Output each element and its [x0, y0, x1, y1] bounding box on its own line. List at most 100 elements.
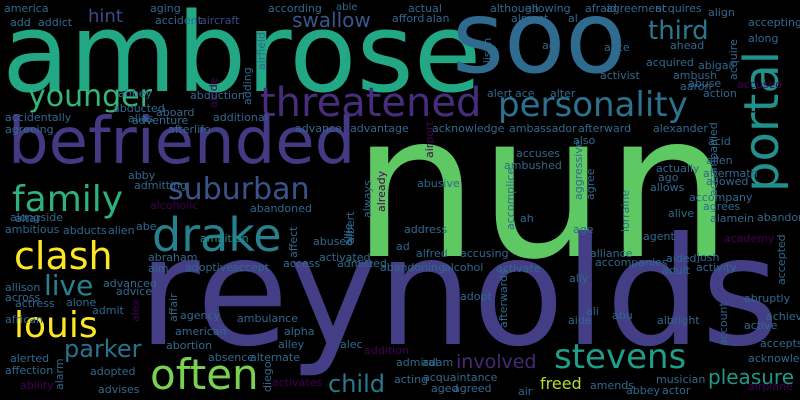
word: clash [14, 234, 113, 278]
word: afford [392, 12, 425, 25]
word: allie [342, 223, 355, 246]
word: abbey [118, 87, 152, 100]
word: accomplice [504, 167, 517, 230]
word: abused [313, 235, 354, 248]
word: abuse [688, 77, 722, 90]
word: acquires [655, 2, 702, 15]
word: account [717, 302, 730, 346]
word: suburban [168, 172, 310, 207]
word: ah [520, 212, 534, 225]
word: act [542, 39, 560, 52]
word: hint [88, 6, 123, 27]
word: along [748, 32, 779, 45]
word: addition [364, 344, 409, 357]
word: additional [213, 111, 268, 124]
word: access [283, 257, 321, 270]
word: abe [136, 220, 157, 233]
word: alex [129, 299, 142, 322]
word: alice [604, 41, 630, 54]
word: third [648, 16, 709, 46]
word: aboard [156, 106, 195, 119]
word: aggressive [572, 140, 585, 200]
word: add [10, 16, 31, 29]
word: soo [452, 0, 627, 96]
word: address [404, 223, 448, 236]
word: alias [128, 112, 154, 125]
word: already [375, 170, 388, 212]
word: accompany [689, 191, 753, 204]
word: activates [272, 376, 323, 389]
word: advanced [103, 277, 157, 290]
word: alfred [416, 247, 448, 260]
word: ali [586, 305, 599, 318]
word: acquire [727, 39, 740, 80]
word: absence [208, 351, 255, 364]
word: child [328, 370, 385, 398]
word: addict [38, 16, 73, 29]
word: adam [422, 356, 454, 369]
word: aircraft [200, 14, 240, 27]
word: agent [643, 230, 675, 243]
word: acting [394, 373, 429, 386]
word: actual [408, 2, 442, 15]
word: affection [5, 364, 54, 377]
word: abandoned [250, 202, 312, 215]
word: alarm [53, 358, 66, 390]
word: according [268, 2, 322, 15]
word: aim [148, 262, 169, 275]
word: american [175, 325, 227, 338]
word: parker [64, 335, 142, 363]
word: adopt [460, 290, 492, 303]
word: academy [724, 232, 775, 245]
word: acknowledges [748, 352, 800, 365]
word: swallow [292, 8, 371, 32]
word: afterwards [497, 269, 510, 328]
word: accepts [760, 337, 800, 350]
word: adult [662, 264, 691, 277]
word: acquaintance [423, 371, 498, 384]
word: aided [666, 252, 697, 265]
word: agrees [703, 200, 741, 213]
word: aftermath [703, 167, 758, 180]
word: able [336, 2, 358, 13]
word: josh [697, 251, 720, 264]
word: ambulance [237, 312, 298, 325]
word: stevens [554, 337, 687, 377]
word: alley [278, 338, 305, 351]
word: accuses [516, 147, 561, 160]
word: agency [180, 309, 221, 322]
word: acknowledge [432, 122, 505, 135]
word: alongside [10, 211, 64, 224]
word: alter [550, 87, 576, 100]
word: threatened [260, 80, 482, 126]
word: ambrose [2, 0, 482, 117]
word: alternate [250, 351, 300, 364]
word: nun [352, 71, 733, 304]
word: aged [431, 382, 459, 395]
word: abraham [148, 251, 198, 264]
word: alamein [710, 212, 755, 225]
word: altar [15, 212, 41, 225]
word: afterlife [168, 123, 211, 136]
word: agreeing [5, 123, 54, 136]
word: ambush [673, 69, 718, 82]
word: airfield [255, 31, 268, 70]
word: ambitious [5, 223, 60, 236]
word: family [12, 179, 124, 220]
word: actually [656, 162, 700, 175]
word: accusing [460, 247, 509, 260]
word: activate [496, 262, 541, 275]
word: younger [28, 79, 152, 114]
word: louis [14, 305, 98, 346]
word: abu [612, 309, 633, 322]
word: actor [662, 384, 691, 397]
word: agreed [453, 382, 492, 395]
word: allen [706, 154, 733, 167]
word: ad [396, 240, 410, 253]
word: aging [150, 2, 181, 15]
word: alive [668, 207, 695, 220]
word: adoptive [185, 261, 234, 274]
word: afraid [585, 2, 617, 15]
word: live [44, 269, 94, 302]
word: adventure [132, 114, 189, 127]
